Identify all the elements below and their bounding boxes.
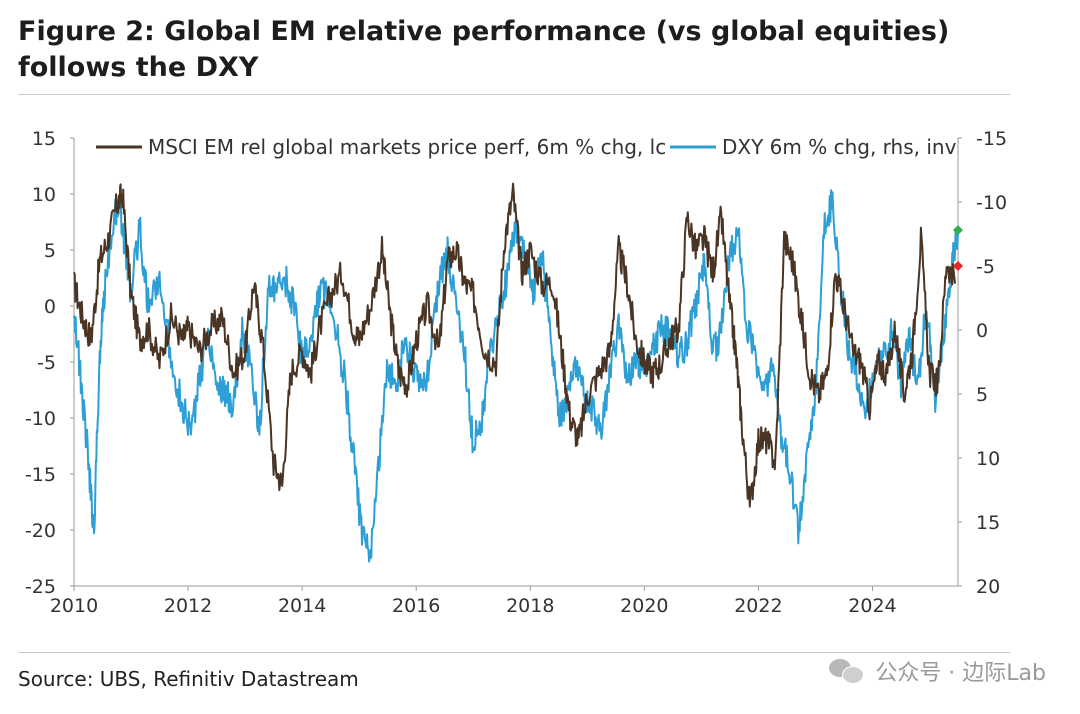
source-divider xyxy=(18,652,1010,653)
y-left-tick-label: -15 xyxy=(25,464,56,486)
series-line-dxy xyxy=(73,189,959,563)
x-tick-label: 2018 xyxy=(506,595,554,617)
y-left-tick-label: 15 xyxy=(32,128,56,150)
x-tick-label: 2020 xyxy=(620,595,668,617)
watermark: 公众号 · 边际Lab xyxy=(829,655,1046,687)
y-right-tick-label: -10 xyxy=(976,192,1007,214)
end-marker-green xyxy=(953,225,963,236)
y-right-tick-label: -5 xyxy=(976,256,995,278)
series-line-msci-em xyxy=(73,182,957,508)
end-marker-red xyxy=(953,261,963,271)
y-left-tick-label: 0 xyxy=(44,296,56,318)
legend-item-msci-em-label: MSCI EM rel global markets price perf, 6… xyxy=(148,135,666,159)
figure-title: Figure 2: Global EM relative performance… xyxy=(18,16,950,83)
x-tick-label: 2016 xyxy=(392,595,440,617)
y-left-tick-label: -10 xyxy=(25,408,56,430)
x-tick-label: 2022 xyxy=(734,595,782,617)
line-chart: 15 10 5 0 -5 -10 -15 -20 -25 -15 -10 -5 0 5 10 15 20 2010… xyxy=(25,128,1007,617)
y-right-tick-label: 10 xyxy=(976,448,1000,470)
x-tick-label: 2012 xyxy=(164,595,212,617)
y-right-tick-label: 0 xyxy=(976,320,988,342)
y-right-tick-label: 5 xyxy=(976,384,988,406)
x-tick-label: 2010 xyxy=(50,595,98,617)
y-right-tick-label: -15 xyxy=(976,128,1007,150)
x-tick-label: 2014 xyxy=(278,595,326,617)
source-note: Source: UBS, Refinitiv Datastream xyxy=(18,667,359,691)
y-right-tick-label: 15 xyxy=(976,512,1000,534)
chart-axes: 15 10 5 0 -5 -10 -15 -20 -25 -15 -10 -5 0 5 10 15 20 2010… xyxy=(25,128,1007,617)
chart-legend: MSCI EM rel global markets price perf, 6… xyxy=(96,135,957,159)
y-left-tick-label: -25 xyxy=(25,576,56,598)
y-left-tick-label: -5 xyxy=(37,352,56,374)
y-left-tick-label: 10 xyxy=(32,184,56,206)
wechat-icon xyxy=(829,657,865,685)
y-left-tick-label: 5 xyxy=(44,240,56,262)
y-right-tick-label: 20 xyxy=(976,576,1000,598)
title-divider xyxy=(18,94,1010,95)
watermark-text: 公众号 · 边际Lab xyxy=(875,661,1046,686)
y-left-tick-label: -20 xyxy=(25,520,56,542)
x-tick-label: 2024 xyxy=(848,595,896,617)
chart-series xyxy=(73,182,963,563)
legend-item-dxy-label: DXY 6m % chg, rhs, inv xyxy=(722,135,957,159)
